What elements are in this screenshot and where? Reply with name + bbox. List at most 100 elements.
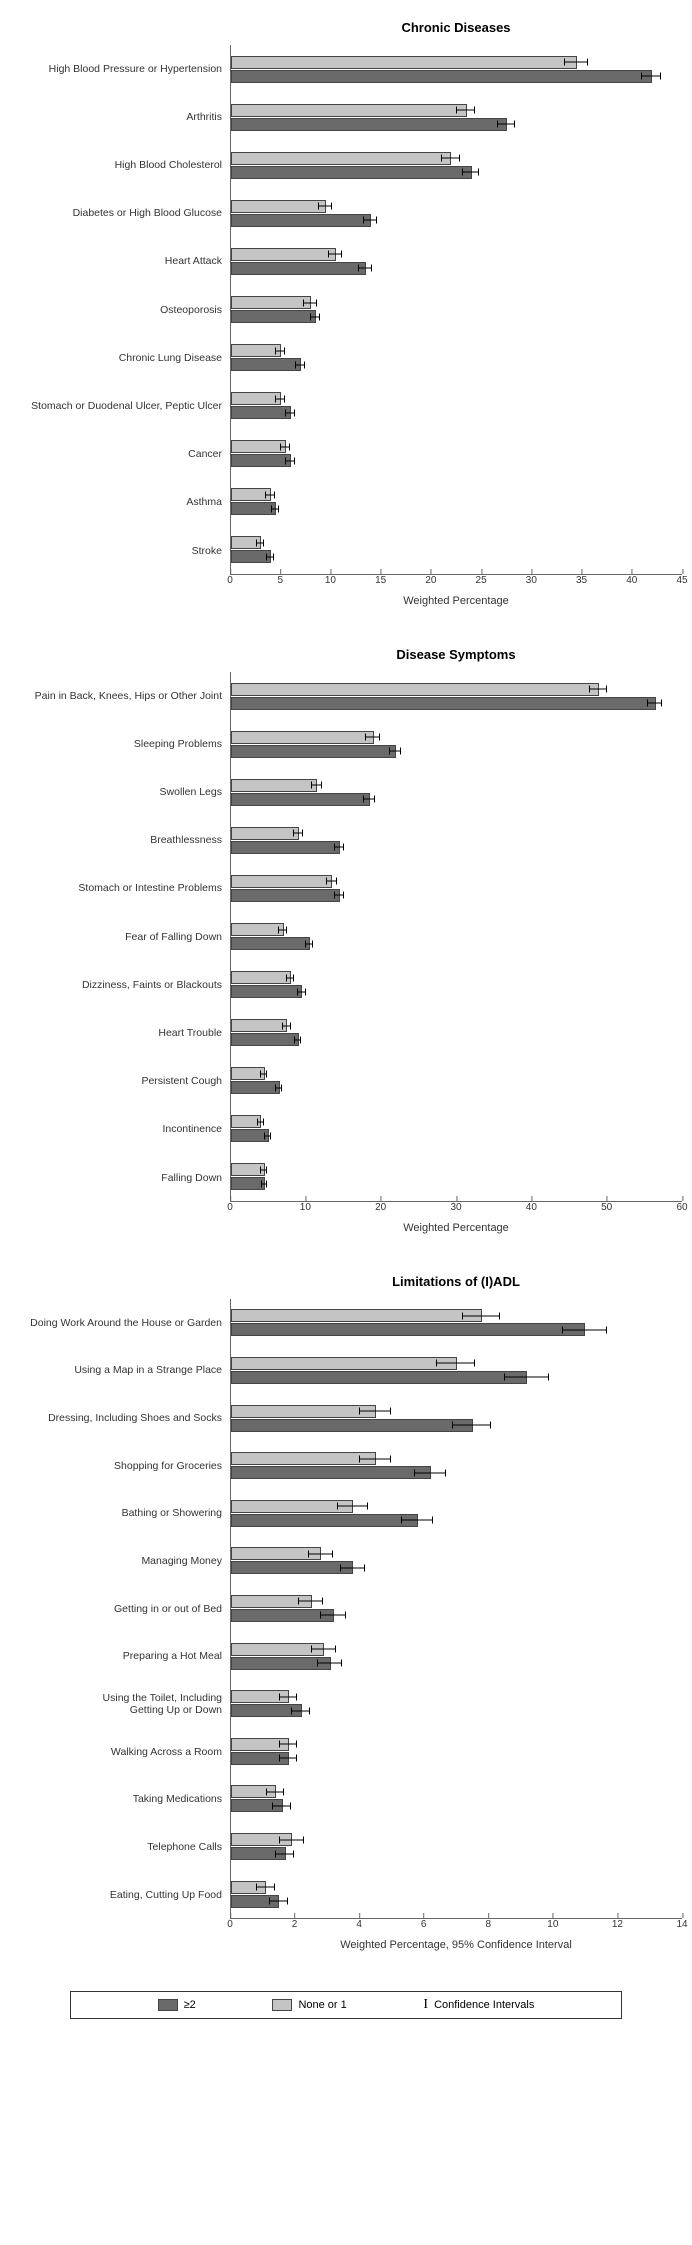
error-bar xyxy=(305,943,314,944)
error-bar xyxy=(334,895,344,896)
error-bar xyxy=(297,991,306,992)
x-tick: 14 xyxy=(676,1919,687,1930)
y-axis-labels: Doing Work Around the House or GardenUsi… xyxy=(10,1299,230,1919)
error-bar xyxy=(497,124,515,125)
error-bar xyxy=(279,1839,304,1840)
y-axis-labels: Pain in Back, Knees, Hips or Other Joint… xyxy=(10,672,230,1202)
category-label: Telephone Calls xyxy=(10,1824,222,1872)
bar-series-a xyxy=(231,1323,585,1336)
error-bar xyxy=(359,1411,391,1412)
bar-series-a xyxy=(231,310,316,323)
category-label: Arthritis xyxy=(10,93,222,141)
x-axis-label: Weighted Percentage, 95% Confidence Inte… xyxy=(230,1939,682,1951)
error-bar xyxy=(462,172,480,173)
x-tick: 10 xyxy=(325,575,336,586)
bar-group xyxy=(231,1105,682,1153)
error-bar xyxy=(275,350,285,351)
bar-series-a xyxy=(231,406,291,419)
x-tick: 25 xyxy=(476,575,487,586)
bar-series-b xyxy=(231,488,271,501)
error-bar xyxy=(298,1601,323,1602)
bar-series-b xyxy=(231,827,299,840)
error-bar xyxy=(256,1887,274,1888)
category-label: Getting in or out of Bed xyxy=(10,1585,222,1633)
bar-series-b xyxy=(231,875,332,888)
error-bar xyxy=(462,1315,500,1316)
bar-series-b xyxy=(231,1881,266,1894)
bar-series-a xyxy=(231,1081,280,1094)
bar-series-b xyxy=(231,536,261,549)
bar-series-a xyxy=(231,1752,289,1765)
bar-series-b xyxy=(231,1067,265,1080)
plot-area xyxy=(230,1299,682,1919)
bar-series-b xyxy=(231,1547,321,1560)
x-axis: 02468101214Weighted Percentage, 95% Conf… xyxy=(230,1919,682,1951)
bar-series-b xyxy=(231,152,451,165)
bar-series-b xyxy=(231,1785,276,1798)
bar-series-b xyxy=(231,923,284,936)
bar-series-a xyxy=(231,1177,265,1190)
x-tick: 6 xyxy=(421,1919,427,1930)
category-label: Using the Toilet, IncludingGetting Up or… xyxy=(10,1681,222,1729)
bar-series-a xyxy=(231,1033,299,1046)
bar-series-b xyxy=(231,56,577,69)
error-bar xyxy=(414,1472,446,1473)
chart-1: Disease SymptomsPain in Back, Knees, Hip… xyxy=(10,647,682,1234)
chart-title: Disease Symptoms xyxy=(230,647,682,662)
bar-series-a xyxy=(231,358,301,371)
bar-group xyxy=(231,1727,682,1775)
error-bar xyxy=(260,1073,267,1074)
error-bar xyxy=(271,508,279,509)
plot-area xyxy=(230,672,682,1202)
error-bar xyxy=(264,1135,271,1136)
x-tick: 8 xyxy=(486,1919,492,1930)
x-tick: 20 xyxy=(425,575,436,586)
bar-series-b xyxy=(231,1738,289,1751)
bar-series-b xyxy=(231,104,467,117)
error-bar xyxy=(365,737,380,738)
bar-series-b xyxy=(231,1452,376,1465)
bar-group xyxy=(231,1057,682,1105)
bar-series-b xyxy=(231,1357,457,1370)
category-label: Swollen Legs xyxy=(10,768,222,816)
error-bar xyxy=(279,1696,298,1697)
x-tick: 0 xyxy=(227,575,233,586)
bar-group xyxy=(231,1489,682,1537)
legend: ≥2 None or 1 I Confidence Intervals xyxy=(70,1991,622,2019)
bar-group xyxy=(231,768,682,816)
bar-group xyxy=(231,1394,682,1442)
x-tick: 0 xyxy=(227,1919,233,1930)
x-tick: 0 xyxy=(227,1202,233,1213)
category-label: Taking Medications xyxy=(10,1776,222,1824)
x-axis: 0102030405060Weighted Percentage xyxy=(230,1202,682,1234)
error-bar xyxy=(326,881,338,882)
error-bar xyxy=(282,1025,291,1026)
category-label: Chronic Lung Disease xyxy=(10,334,222,382)
bar-group xyxy=(231,1347,682,1395)
bar-series-a xyxy=(231,1799,283,1812)
error-bar xyxy=(589,689,607,690)
bar-series-b xyxy=(231,1019,287,1032)
bar-series-a xyxy=(231,1609,334,1622)
bar-group xyxy=(231,334,682,382)
error-bar xyxy=(275,1087,282,1088)
bar-series-a xyxy=(231,1561,353,1574)
x-tick: 45 xyxy=(676,575,687,586)
bar-group xyxy=(231,382,682,430)
bar-series-a xyxy=(231,985,302,998)
bar-series-a xyxy=(231,1847,286,1860)
category-label: Stroke xyxy=(10,527,222,575)
error-bar xyxy=(272,1805,291,1806)
bar-series-a xyxy=(231,1704,302,1717)
error-bar xyxy=(275,1853,294,1854)
error-bar xyxy=(456,110,476,111)
bar-series-b xyxy=(231,344,281,357)
error-bar xyxy=(294,1039,301,1040)
x-tick: 20 xyxy=(375,1202,386,1213)
bar-series-a xyxy=(231,697,656,710)
bar-series-a xyxy=(231,745,396,758)
bar-series-b xyxy=(231,1690,289,1703)
bar-series-a xyxy=(231,166,472,179)
ci-icon: I xyxy=(423,1998,428,2012)
bar-group xyxy=(231,141,682,189)
